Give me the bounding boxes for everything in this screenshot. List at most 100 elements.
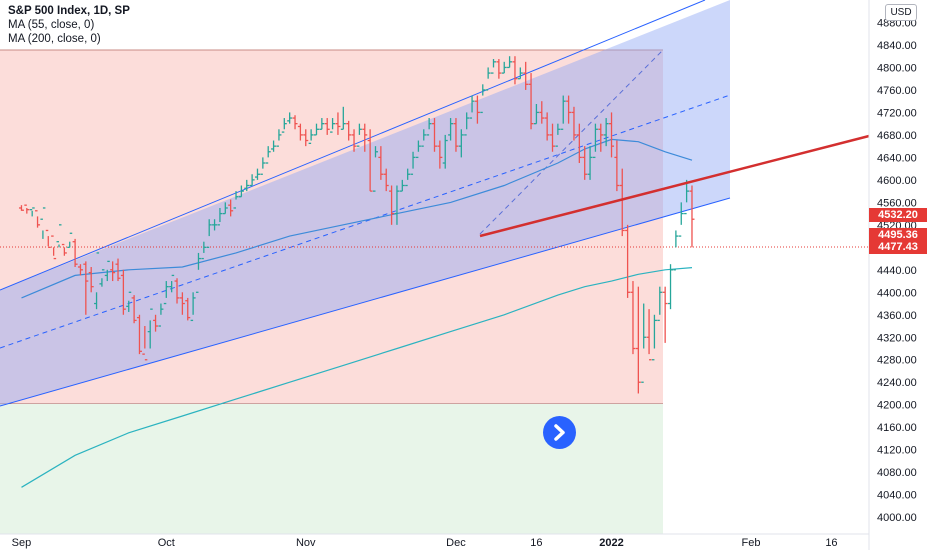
ohlc-bar bbox=[313, 123, 319, 136]
price-tick-label: 4800.00 bbox=[877, 62, 917, 74]
price-tag-ma: 4495.36 bbox=[869, 228, 927, 242]
ohlc-bar bbox=[619, 168, 625, 237]
ohlc-bar bbox=[136, 314, 142, 355]
time-tick-label: Feb bbox=[742, 537, 761, 549]
ohlc-bar bbox=[346, 120, 352, 141]
ohlc-bar bbox=[635, 286, 641, 394]
ohlc-bar bbox=[571, 106, 577, 141]
channel-lower-line[interactable] bbox=[0, 197, 731, 407]
price-tick-label: 4640.00 bbox=[877, 152, 917, 164]
time-tick-label: Nov bbox=[296, 537, 316, 549]
ohlc-bar bbox=[501, 61, 507, 74]
chevron-right-icon bbox=[554, 424, 565, 441]
ohlc-bar bbox=[254, 168, 260, 180]
ohlc-bar bbox=[458, 129, 464, 158]
legend-ma55: MA (55, close, 0) bbox=[8, 19, 95, 31]
ohlc-bar bbox=[115, 258, 121, 282]
ohlc-bar bbox=[372, 146, 378, 192]
ohlc-bar bbox=[61, 243, 67, 256]
chart-legend: S&P 500 Index, 1D, SP MA (55, close, 0) … bbox=[8, 4, 130, 46]
price-tick-label: 4440.00 bbox=[877, 265, 917, 277]
ohlc-bar bbox=[394, 185, 400, 225]
ohlc-bar bbox=[389, 185, 395, 225]
ohlc-bar bbox=[40, 207, 46, 239]
ohlc-bar bbox=[609, 112, 615, 158]
ohlc-bar bbox=[598, 123, 604, 152]
price-axis[interactable]: 4000.00 4040.00 4080.00 4120.00 4160.00 4200.… bbox=[877, 17, 917, 524]
ohlc-bar bbox=[153, 314, 159, 332]
ohlc-bar bbox=[185, 297, 191, 321]
ma55-line bbox=[21, 138, 693, 299]
ohlc-bar bbox=[469, 95, 475, 119]
ohlc-bar bbox=[83, 261, 89, 315]
price-tick-label: 4760.00 bbox=[877, 85, 917, 97]
ohlc-bar bbox=[99, 269, 105, 287]
ohlc-bar bbox=[51, 235, 57, 260]
price-tick-label: 4240.00 bbox=[877, 377, 917, 389]
ohlc-bar bbox=[678, 202, 684, 237]
ohlc-bar bbox=[195, 252, 201, 293]
ohlc-bar bbox=[410, 151, 416, 175]
ohlc-bar bbox=[566, 95, 572, 124]
ohlc-bar bbox=[673, 230, 679, 271]
price-tick-label: 4200.00 bbox=[877, 400, 917, 412]
ohlc-bar bbox=[340, 106, 346, 130]
ohlc-bar bbox=[507, 56, 513, 69]
scroll-to-realtime-button[interactable] bbox=[543, 416, 576, 449]
time-axis[interactable]: Sep Oct Nov Dec 16 2022 Feb 16 bbox=[12, 537, 838, 549]
channel-upper-line[interactable] bbox=[0, 0, 706, 291]
ohlc-bar bbox=[29, 207, 35, 217]
ohlc-bar bbox=[432, 118, 437, 152]
price-tick-label: 4720.00 bbox=[877, 107, 917, 119]
ohlc-bar bbox=[464, 112, 470, 136]
time-tick-label: 16 bbox=[825, 537, 837, 549]
ohlc-bar bbox=[405, 168, 411, 187]
ohlc-bar bbox=[18, 205, 24, 211]
ohlc-bar bbox=[190, 292, 196, 322]
ohlc-bar bbox=[523, 61, 529, 90]
ohlc-bar bbox=[437, 140, 443, 169]
time-tick-label: Oct bbox=[158, 537, 175, 549]
ohlc-bar bbox=[110, 261, 116, 282]
ohlc-bar bbox=[517, 67, 523, 80]
ohlc-bar bbox=[555, 123, 561, 147]
ohlc-bar bbox=[582, 146, 588, 180]
ohlc-bar bbox=[657, 286, 663, 322]
ohlc-bar bbox=[94, 252, 100, 310]
price-tick-label: 4000.00 bbox=[877, 512, 917, 524]
ohlc-bar bbox=[528, 73, 534, 130]
ohlc-bar bbox=[603, 118, 609, 147]
ohlc-bar bbox=[297, 123, 303, 141]
ohlc-bar bbox=[448, 118, 454, 141]
ohlc-bar bbox=[131, 295, 137, 324]
ohlc-bar bbox=[77, 264, 83, 276]
ohlc-bar bbox=[126, 291, 132, 312]
ohlc-bar bbox=[179, 292, 185, 315]
price-tag-line: 4477.43 bbox=[869, 240, 927, 254]
ohlc-bar bbox=[689, 185, 695, 248]
ohlc-bar bbox=[453, 118, 459, 152]
time-tick-label: 2022 bbox=[599, 537, 623, 549]
legend-title: S&P 500 Index, 1D, SP bbox=[8, 5, 130, 17]
ohlc-bar bbox=[351, 129, 357, 152]
ohlc-bar bbox=[308, 129, 314, 144]
ohlc-bar bbox=[88, 267, 94, 293]
ohlc-bar bbox=[287, 112, 293, 124]
red-trendline[interactable] bbox=[479, 134, 870, 238]
ohlc-bar bbox=[485, 67, 491, 91]
ohlc-bar bbox=[512, 56, 518, 85]
ohlc-bar bbox=[474, 95, 480, 124]
ohlc-bar bbox=[324, 118, 330, 135]
ohlc-bar bbox=[158, 303, 164, 327]
ohlc-bar bbox=[651, 314, 657, 361]
price-tag-current: 4532.20 bbox=[869, 208, 927, 222]
ohlc-bar bbox=[303, 129, 309, 147]
ohlc-bar bbox=[550, 123, 556, 152]
price-tick-label: 4400.00 bbox=[877, 287, 917, 299]
currency-button[interactable]: USD bbox=[885, 4, 917, 21]
channel-mid-line[interactable] bbox=[0, 94, 731, 349]
ohlc-bar bbox=[217, 207, 223, 226]
ohlc-bar bbox=[276, 129, 282, 147]
ohlc-bar bbox=[67, 232, 73, 248]
